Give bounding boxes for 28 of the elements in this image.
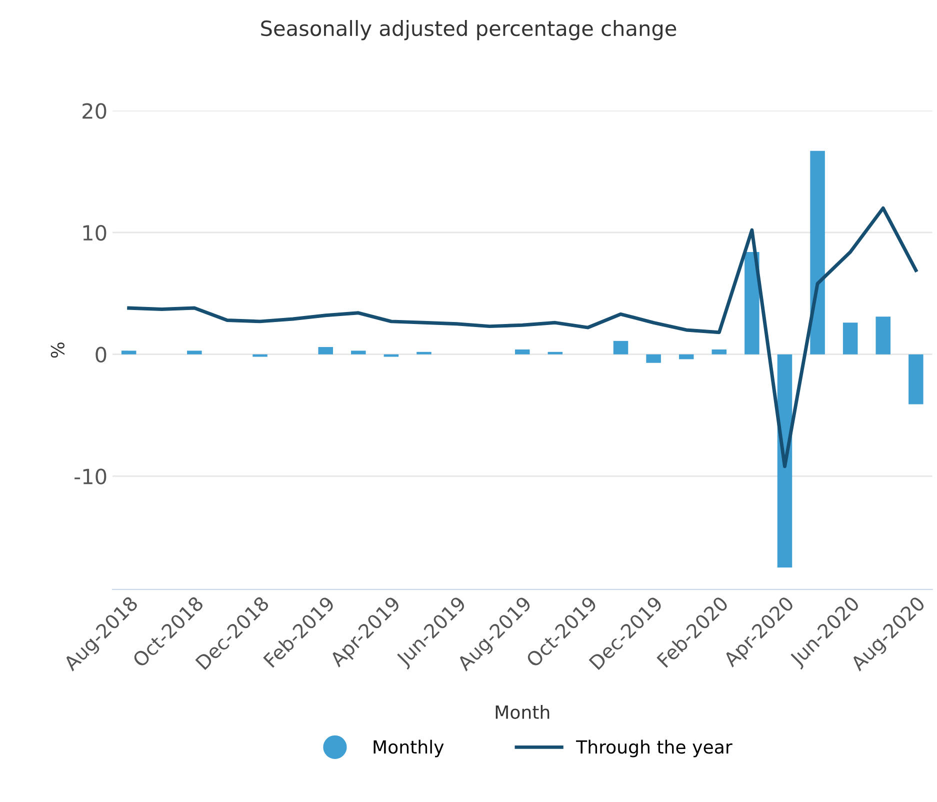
bar	[842, 322, 858, 354]
bar	[712, 349, 727, 354]
y-tick-label: 0	[96, 346, 106, 363]
bar	[548, 352, 563, 354]
bar	[908, 354, 924, 404]
bar	[515, 349, 530, 354]
bar	[187, 350, 202, 354]
y-tick-label: 20	[82, 103, 106, 119]
bar	[318, 347, 333, 354]
legend-label: Through the year	[576, 740, 732, 758]
bar	[678, 354, 694, 360]
bar	[646, 354, 661, 363]
bar	[744, 252, 760, 354]
x-axis-title: Month	[496, 704, 550, 719]
bar	[351, 350, 366, 354]
bar	[252, 354, 268, 357]
y-tick-label: 10	[83, 224, 106, 241]
bar	[810, 150, 825, 354]
bar	[121, 350, 136, 354]
y-tick-label: -10	[74, 468, 106, 484]
bar	[384, 354, 399, 357]
bar	[613, 340, 628, 354]
bar	[876, 316, 890, 354]
bar	[416, 352, 432, 354]
line-series	[127, 206, 918, 468]
y-axis-title: %	[50, 342, 64, 358]
chart-title: Seasonally adjusted percentage change	[261, 20, 676, 40]
legend-label: Monthly	[374, 740, 444, 758]
